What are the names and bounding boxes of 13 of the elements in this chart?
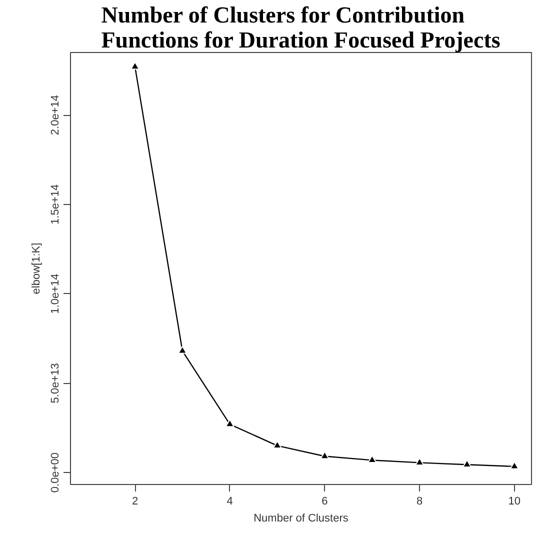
x-tick-label: 4	[226, 496, 233, 508]
y-tick-label: 1.0e+14	[50, 274, 62, 314]
y-tick-label: 1.5e+14	[50, 184, 62, 224]
x-tick-label: 8	[416, 496, 423, 508]
x-tick-label: 2	[132, 496, 138, 508]
x-tick-label: 6	[322, 496, 328, 508]
y-tick-label: 0.0e+00	[50, 452, 62, 493]
y-tick-label: 5.0e+13	[50, 363, 62, 404]
y-tick-label: 2.0e+14	[50, 95, 62, 136]
x-tick-label: 10	[508, 496, 521, 508]
y-axis-title: elbow[1:K]	[30, 242, 42, 294]
x-axis-title: Number of Clusters	[254, 512, 349, 524]
chart-title: Number of Clusters for Contribution Functions for Duration Focused Projects	[101, 2, 500, 52]
